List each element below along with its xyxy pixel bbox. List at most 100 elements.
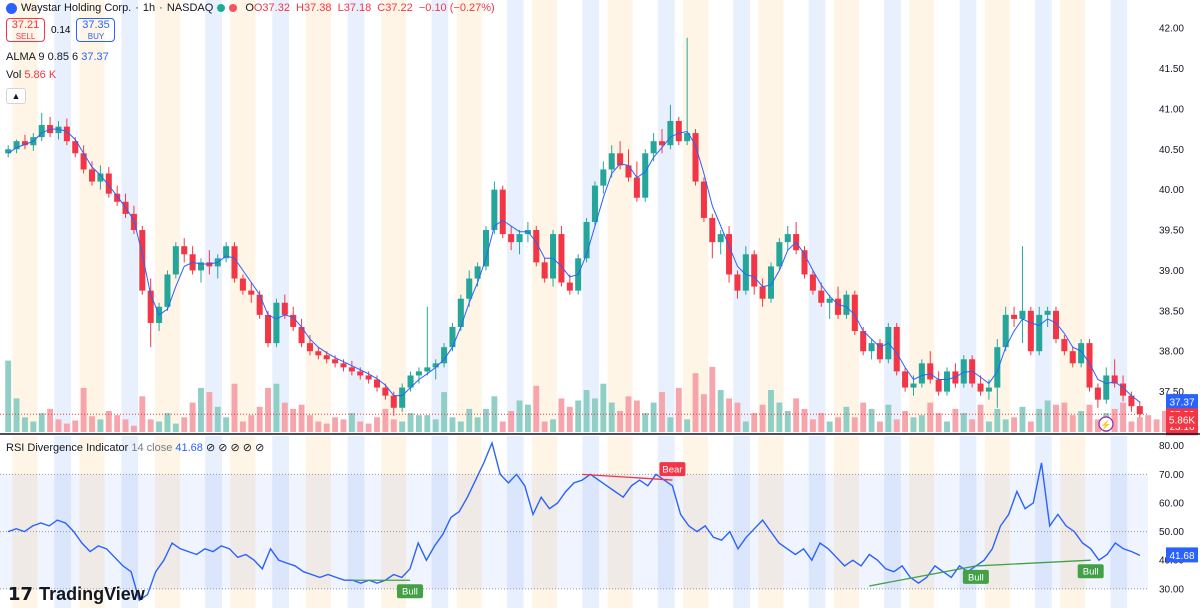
candle-body: [139, 230, 146, 291]
alma-legend[interactable]: ALMA 9 0.85 6 37.37: [6, 51, 109, 63]
lightning-icon: [1098, 416, 1114, 432]
session-band-rsi-8: [305, 436, 331, 608]
buy-button[interactable]: 37.35 BUY: [76, 18, 116, 42]
divergence-label: Bull: [402, 587, 418, 598]
tradingview-mark-icon: 𝟭𝟳: [8, 584, 34, 604]
volume-bar: [1111, 408, 1118, 432]
candle-body: [80, 153, 87, 170]
volume-bar: [768, 390, 774, 432]
alma-line: [7, 128, 1141, 403]
candle-body: [776, 242, 783, 267]
session-band-rsi-20: [758, 436, 784, 608]
volume-bar: [348, 413, 355, 432]
session-band-rsi-5: [205, 436, 222, 608]
volume-bar: [952, 408, 959, 432]
session-band-rsi-18: [682, 436, 709, 608]
candle-body: [734, 274, 741, 291]
volume-bar: [139, 396, 146, 432]
volume-bar: [89, 416, 95, 432]
volume-bar: [1094, 419, 1101, 432]
price-tick-label: 41.50: [1159, 64, 1184, 75]
tradingview-logo[interactable]: 𝟭𝟳 TradingView: [8, 584, 145, 605]
candle-body: [441, 347, 448, 364]
volume-bar: [550, 419, 556, 432]
divergence-label: Bull: [968, 572, 984, 583]
candle-body: [533, 230, 540, 263]
candle-body: [826, 298, 833, 303]
volume-bar: [181, 417, 188, 432]
candle-body: [1036, 314, 1043, 352]
candle-body: [382, 387, 389, 396]
candle-body: [407, 375, 414, 388]
candle-body: [709, 217, 716, 243]
volume-bar: [944, 421, 950, 432]
candle-body: [1086, 343, 1093, 388]
volume-bar: [759, 404, 766, 432]
candle-body: [508, 234, 515, 243]
candle-body: [97, 173, 104, 182]
rsi-tick-label: 80.00: [1159, 441, 1184, 452]
candle-body: [239, 278, 246, 291]
session-band-rsi-3: [121, 436, 139, 608]
candle-body: [759, 286, 766, 299]
volume-bar: [189, 402, 196, 432]
eye-icon[interactable]: ⊘ ⊘ ⊘ ⊘ ⊘: [205, 442, 265, 454]
session-band-rsi-29: [1110, 436, 1128, 608]
candle-body: [248, 290, 255, 295]
data-status-icon[interactable]: [229, 4, 238, 12]
candle-body: [667, 120, 674, 146]
volume-bar: [390, 419, 397, 432]
tradingview-wordmark: TradingView: [39, 584, 145, 604]
volume-bar: [474, 417, 481, 432]
volume-bar: [927, 402, 934, 432]
session-band-0: [12, 0, 38, 432]
session-band-rsi-6: [230, 436, 256, 608]
rsi-line: [7, 440, 1141, 602]
candle-body: [767, 266, 775, 299]
candle-body: [72, 141, 79, 154]
candle-body: [516, 234, 523, 243]
exchange: NASDAQ: [166, 2, 214, 14]
volume-bar: [1162, 411, 1168, 432]
rsi-legend[interactable]: RSI Divergence Indicator 14 close 41.68 …: [6, 441, 264, 454]
session-band-rsi-15: [582, 436, 600, 608]
volume-bar: [583, 390, 590, 432]
candle-body: [449, 326, 456, 348]
candle-body: [692, 133, 699, 182]
candle-body: [1069, 351, 1076, 364]
session-band-6: [230, 0, 256, 432]
volume-bar: [960, 413, 967, 432]
volume-bar: [742, 421, 749, 432]
symbol-name[interactable]: Waystar Holding Corp.: [21, 2, 132, 14]
collapse-legend-button[interactable]: ▲: [6, 88, 26, 104]
volume-bar: [340, 419, 347, 432]
volume-bar: [357, 421, 364, 432]
volume-bar: [541, 421, 548, 432]
candle-body: [290, 314, 297, 327]
volume-bar: [977, 404, 984, 432]
candle-body: [1052, 310, 1060, 340]
volume-bar: [55, 419, 62, 432]
sell-button[interactable]: 37.21 SELL: [6, 18, 45, 42]
candle-body: [21, 141, 28, 146]
candle-body: [851, 294, 858, 332]
price-tick-label: 42.00: [1159, 24, 1184, 35]
symbol-legend: Waystar Holding Corp. · 1h · NASDAQ OO37…: [6, 2, 498, 14]
session-band-22: [833, 0, 859, 432]
volume-bar: [558, 398, 565, 432]
candle-body: [457, 298, 464, 327]
session-band-15: [582, 0, 600, 432]
interval[interactable]: 1h: [142, 2, 156, 14]
volume-bar: [156, 421, 163, 432]
volume-bar: [835, 417, 841, 432]
volume-legend[interactable]: Vol 5.86 K: [6, 69, 56, 81]
market-status-icon[interactable]: [217, 4, 226, 12]
divergence-label-box: [962, 569, 989, 584]
volume-bar: [147, 419, 154, 432]
volume-bar: [793, 398, 800, 432]
divergence-line-3: [975, 559, 1091, 567]
volume-bar: [22, 417, 28, 432]
session-band-rsi-9: [347, 436, 365, 608]
volume-bar: [441, 392, 448, 432]
